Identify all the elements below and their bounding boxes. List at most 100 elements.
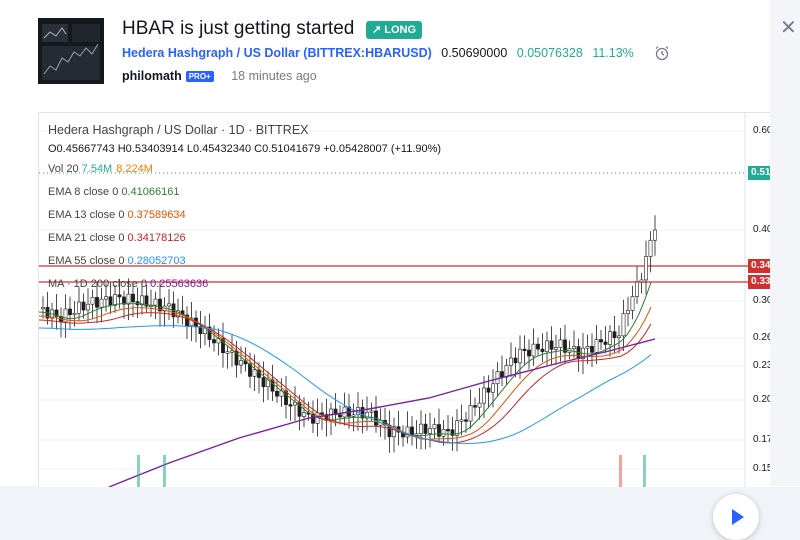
indicator-row[interactable]: Vol 20 7.54M 8.224M xyxy=(48,163,153,175)
candle-body xyxy=(464,419,468,422)
candle-body xyxy=(599,339,603,343)
candle-body xyxy=(423,423,428,434)
candle-body xyxy=(590,346,594,353)
alert-clock-icon[interactable] xyxy=(654,45,670,61)
candle-body xyxy=(518,348,522,364)
indicator-row[interactable]: MA · 1D 200 close 0 0.25563636 xyxy=(48,278,208,290)
candle-body xyxy=(594,339,599,353)
candle-body xyxy=(104,296,108,300)
indicator-row[interactable]: EMA 21 close 0 0.34178126 xyxy=(48,232,186,244)
candle-body xyxy=(527,349,531,357)
candle-body xyxy=(117,294,122,298)
candle-body xyxy=(437,424,441,437)
candle-body xyxy=(275,390,279,397)
pro-badge: PRO+ xyxy=(185,71,214,82)
indicator-value: 0.34178126 xyxy=(127,232,186,244)
indicator-row[interactable]: EMA 13 close 0 0.37589634 xyxy=(48,209,186,221)
candle-body xyxy=(351,414,356,417)
indicator-label: EMA 8 close 0 xyxy=(48,186,122,198)
candle-body xyxy=(252,369,257,377)
candle-body xyxy=(459,419,464,422)
volume-bar xyxy=(643,455,646,487)
candle-body xyxy=(63,308,68,323)
candle-body xyxy=(536,343,540,350)
indicator-label: MA · 1D 200 close 0 xyxy=(48,278,151,290)
candle-body xyxy=(338,414,342,418)
candle-body xyxy=(225,351,230,354)
candle-body xyxy=(140,295,144,306)
candle-body xyxy=(81,301,86,311)
candle-body xyxy=(131,293,135,302)
symbol-link[interactable]: Hedera Hashgraph / US Dollar (BITTREX:HB… xyxy=(122,46,432,60)
candle-body xyxy=(419,423,423,435)
candle-body xyxy=(617,335,621,338)
candle-body xyxy=(572,346,576,350)
candle-body xyxy=(212,339,216,344)
candle-body xyxy=(122,296,126,305)
author-name[interactable]: philomath xyxy=(122,69,182,83)
candle-body xyxy=(455,420,459,436)
author-row: philomath PRO+ 18 minutes ago xyxy=(122,69,317,83)
candle-body xyxy=(612,331,617,338)
price-chart[interactable]: Hedera Hashgraph / US Dollar · 1D · BITT… xyxy=(38,112,800,540)
candle-body xyxy=(432,424,437,429)
candle-body xyxy=(99,298,104,308)
candle-body xyxy=(126,293,131,305)
candle-body xyxy=(653,229,657,241)
candle-body xyxy=(441,429,446,437)
indicator-value: 0.37589634 xyxy=(127,209,186,221)
candle-body xyxy=(545,340,549,352)
idea-thumbnail[interactable] xyxy=(38,18,104,84)
idea-title: HBAR is just getting started xyxy=(122,18,355,39)
price-change-percent: 11.13% xyxy=(592,46,634,60)
candle-body xyxy=(72,313,77,316)
indicator-label: EMA 55 close 0 xyxy=(48,255,128,267)
candle-body xyxy=(468,405,473,422)
candle-body xyxy=(428,428,432,434)
candle-body xyxy=(554,347,558,350)
arrow-up-right-icon: ↗ xyxy=(372,24,382,36)
indicator-value: 7.54M xyxy=(81,163,113,175)
chart-canvas xyxy=(39,113,800,487)
indicator-label: EMA 21 close 0 xyxy=(48,232,128,244)
ema-8-line xyxy=(39,282,652,437)
candle-body xyxy=(185,314,189,326)
candle-body xyxy=(603,341,608,345)
candle-body xyxy=(495,371,500,385)
symbol-row: Hedera Hashgraph / US Dollar (BITTREX:HB… xyxy=(122,46,634,60)
candle-body xyxy=(153,298,158,306)
candle-body xyxy=(558,339,563,348)
indicator-value: 0.41066161 xyxy=(121,186,180,198)
play-button[interactable] xyxy=(713,494,759,540)
candle-body xyxy=(392,426,396,438)
candle-body xyxy=(144,295,149,307)
candle-body xyxy=(405,426,410,438)
price-change: 0.05076328 xyxy=(516,46,583,60)
close-icon[interactable]: ✕ xyxy=(780,17,797,39)
candle-body xyxy=(369,410,374,413)
candle-body xyxy=(198,326,203,335)
indicator-row[interactable]: EMA 55 close 0 0.28052703 xyxy=(48,255,186,267)
candle-body xyxy=(113,294,117,306)
candle-body xyxy=(504,365,509,378)
ema-13-line xyxy=(39,306,652,440)
indicator-label: EMA 13 close 0 xyxy=(48,209,128,221)
candle-body xyxy=(522,348,527,351)
candle-body xyxy=(446,429,450,432)
last-price: 0.50690000 xyxy=(441,46,508,60)
candle-body xyxy=(410,426,414,436)
candle-body xyxy=(360,407,365,419)
indicator-value: 0.28052703 xyxy=(127,255,186,267)
ma-200-line xyxy=(108,338,656,487)
indicator-value: 0.25563636 xyxy=(150,278,209,290)
candle-body xyxy=(189,317,194,326)
published-time: 18 minutes ago xyxy=(231,69,317,83)
candle-body xyxy=(54,309,59,317)
candle-body xyxy=(68,308,72,315)
indicator-row[interactable]: EMA 8 close 0 0.41066161 xyxy=(48,186,180,198)
candle-body xyxy=(288,404,293,407)
candle-body xyxy=(626,310,630,314)
candle-body xyxy=(414,433,419,436)
candle-body xyxy=(477,402,482,408)
